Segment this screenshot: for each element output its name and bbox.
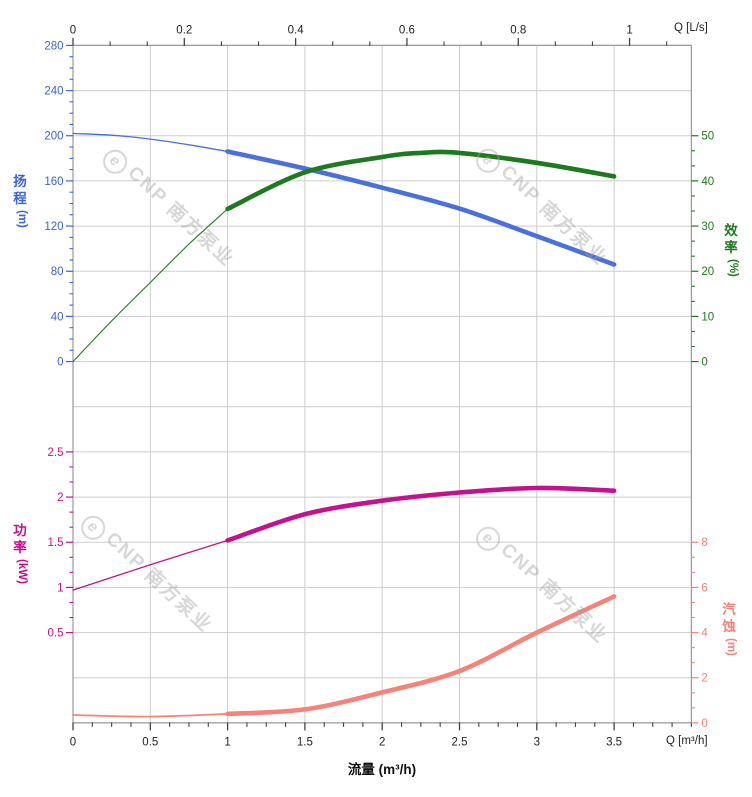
npsh-axis-title: 汽蚀 (m)	[721, 601, 737, 656]
npsh-axis-title-text: 汽蚀	[722, 602, 736, 634]
flow-m3h-corner-label: Q [m³/h]	[666, 735, 708, 747]
flow-ls-corner-label: Q [L/s]	[674, 22, 708, 34]
svg-text:160: 160	[44, 176, 63, 188]
efficiency-curve	[72, 208, 229, 363]
svg-text:0: 0	[70, 736, 76, 748]
power-axis-title: 功率 (kW)	[12, 522, 28, 584]
svg-text:2: 2	[701, 673, 707, 685]
svg-text:1: 1	[626, 25, 632, 37]
svg-text:2: 2	[379, 736, 385, 748]
svg-text:3.5: 3.5	[606, 736, 622, 748]
flow-axis-title: 流量 (m³/h)	[347, 762, 417, 777]
head-axis-title: 扬程 (m)	[12, 173, 28, 228]
svg-text:80: 80	[51, 266, 64, 278]
efficiency-axis-unit: (%)	[727, 259, 739, 277]
svg-text:0: 0	[70, 25, 76, 37]
svg-text:280: 280	[44, 40, 63, 52]
efficiency-axis-title-text: 效率	[724, 223, 738, 255]
svg-text:0: 0	[57, 357, 63, 369]
head-curve	[72, 132, 229, 153]
svg-text:200: 200	[44, 131, 63, 143]
svg-text:1.5: 1.5	[297, 736, 313, 748]
svg-text:3: 3	[534, 736, 540, 748]
svg-text:0.6: 0.6	[399, 25, 415, 37]
svg-text:1.5: 1.5	[48, 537, 64, 549]
svg-text:2.5: 2.5	[452, 736, 468, 748]
npsh-curve	[225, 594, 617, 717]
head-curve	[225, 149, 617, 267]
head-axis-unit: (m)	[16, 210, 28, 228]
svg-text:20: 20	[701, 266, 714, 278]
power-axis-title-text: 功率	[13, 523, 27, 555]
head-axis-title-text: 扬程	[13, 174, 27, 206]
svg-text:0.4: 0.4	[288, 25, 305, 37]
svg-text:0.5: 0.5	[142, 736, 158, 748]
svg-text:0: 0	[701, 718, 707, 730]
power-curve	[225, 485, 617, 543]
svg-text:0.8: 0.8	[510, 25, 526, 37]
npsh-axis-unit: (m)	[725, 638, 737, 656]
svg-text:2.5: 2.5	[48, 447, 64, 459]
svg-text:30: 30	[701, 221, 714, 233]
svg-text:0: 0	[701, 357, 707, 369]
svg-text:240: 240	[44, 86, 63, 98]
svg-text:120: 120	[44, 221, 63, 233]
svg-text:6: 6	[701, 582, 707, 594]
svg-text:4: 4	[701, 628, 708, 640]
svg-text:2: 2	[57, 492, 63, 504]
svg-text:40: 40	[51, 311, 64, 323]
svg-text:10: 10	[701, 311, 714, 323]
npsh-curve	[72, 713, 229, 718]
svg-text:40: 40	[701, 176, 714, 188]
svg-text:50: 50	[701, 131, 714, 143]
power-curve	[72, 539, 229, 591]
svg-text:0.5: 0.5	[48, 628, 64, 640]
power-axis-unit: (kW)	[16, 559, 28, 584]
svg-text:0.2: 0.2	[176, 25, 192, 37]
svg-text:1: 1	[57, 582, 63, 594]
efficiency-axis-title: 效率 (%)	[723, 222, 739, 277]
svg-text:1: 1	[224, 736, 230, 748]
efficiency-curve	[225, 149, 617, 212]
svg-text:8: 8	[701, 537, 707, 549]
